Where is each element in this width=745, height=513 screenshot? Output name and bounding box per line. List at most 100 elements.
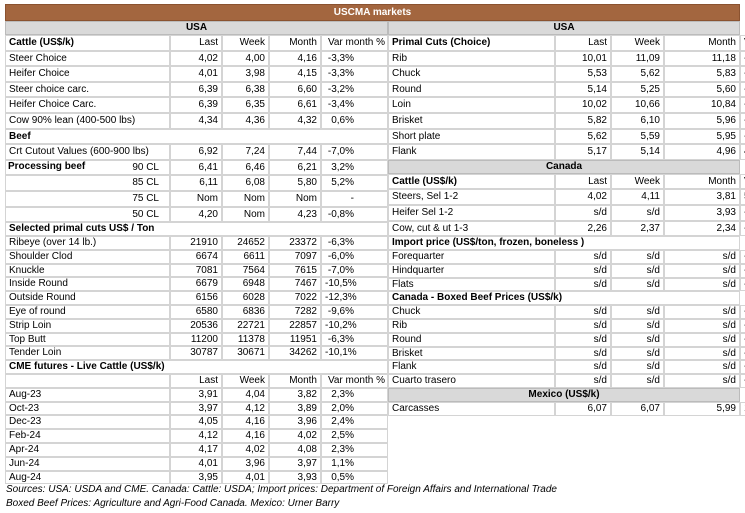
value-cell: 6156 [170, 291, 222, 305]
column-header: Last [170, 374, 222, 388]
value-cell: -3,5% [740, 220, 745, 237]
value-cell: 4,15 [269, 66, 321, 82]
value-cell: 5,60 [664, 81, 740, 98]
value-cell: 7097 [269, 249, 321, 264]
column-header: Var month % [740, 35, 745, 51]
row-label: Oct-23 [5, 401, 170, 416]
value-cell: 6,39 [170, 97, 222, 113]
column-header: Month [269, 35, 321, 51]
value-cell: s/d [664, 319, 740, 333]
column-header: Var month % [740, 173, 745, 190]
value-cell: s/d [611, 360, 664, 375]
section-heading: Mexico (US$/k) [388, 388, 740, 402]
value-cell: s/d [664, 263, 740, 278]
section-heading: Canada [388, 159, 740, 174]
value-cell: 7467 [269, 277, 321, 292]
value-cell: 7,44 [269, 144, 321, 160]
value-cell: s/d [664, 305, 740, 319]
value-cell: 5,62 [611, 66, 664, 82]
row-label: Ribeye (over 14 lb.) [5, 236, 170, 250]
value-cell: 7,24 [222, 144, 269, 160]
value-cell: -10,5% [740, 50, 745, 67]
value-cell: 6,61 [269, 97, 321, 113]
value-cell: 4,96 [664, 144, 740, 160]
value-cell: -9,6% [321, 305, 388, 319]
value-cell: 6674 [170, 249, 222, 264]
value-cell: 6948 [222, 277, 269, 292]
value-cell: 6,07 [611, 401, 664, 416]
value-cell: -8,2% [740, 81, 745, 98]
row-label: Brisket [388, 346, 555, 361]
value-cell: 5,96 [664, 113, 740, 129]
value-cell: - [321, 191, 388, 207]
value-cell: 4,17 [170, 443, 222, 457]
row-label: Heifer Sel 1-2 [388, 205, 555, 221]
value-cell: -3,2% [321, 81, 388, 98]
row-label: Feb-24 [5, 429, 170, 443]
value-cell: 4,08 [269, 443, 321, 457]
value-cell: 7282 [269, 305, 321, 319]
value-cell: 6,60 [269, 81, 321, 98]
value-cell: 6,41 [170, 159, 222, 176]
value-cell: s/d [611, 277, 664, 292]
row-label: Dec-23 [5, 415, 170, 430]
value-cell: - [740, 277, 745, 292]
row-label: Crt Cutout Values (600-900 lbs) [5, 144, 170, 160]
value-cell: -7,5% [740, 97, 745, 113]
row-label: Rib [388, 319, 555, 333]
column-header: Last [555, 35, 611, 51]
value-cell: -3,3% [321, 50, 388, 67]
row-label: Aug-24 [5, 470, 170, 485]
row-label: 75 CL [5, 191, 170, 207]
value-cell: s/d [555, 305, 611, 319]
value-cell: 5,59 [611, 128, 664, 145]
row-label: Short plate [388, 128, 555, 145]
value-cell: 3,82 [269, 387, 321, 402]
row-label: Strip Loin [5, 318, 170, 333]
value-cell: 5,95 [664, 128, 740, 145]
value-cell: 3,93 [269, 470, 321, 485]
value-cell: 24652 [222, 236, 269, 250]
value-cell: 22857 [269, 318, 321, 333]
value-cell: 4,01 [170, 66, 222, 82]
value-cell: 6,08 [222, 175, 269, 191]
value-cell: 30787 [170, 346, 222, 361]
value-cell: 3,89 [269, 401, 321, 416]
value-cell: -2,3% [740, 113, 745, 129]
value-cell: 30671 [222, 346, 269, 361]
value-cell: -7,0% [321, 263, 388, 278]
value-cell: s/d [555, 205, 611, 221]
value-cell: -6,3% [321, 236, 388, 250]
value-cell: 4,12 [170, 429, 222, 443]
row-label: Shoulder Clod [5, 249, 170, 264]
value-cell: 4,16 [269, 50, 321, 67]
value-cell: s/d [664, 277, 740, 292]
value-cell: 4,02 [222, 443, 269, 457]
value-cell: 7022 [269, 291, 321, 305]
value-cell: 2,26 [555, 220, 611, 237]
row-label: Cuarto trasero [388, 374, 555, 388]
value-cell: 3,81 [664, 189, 740, 205]
row-label: Heifer Choice Carc. [5, 97, 170, 113]
section-heading: USA [5, 21, 388, 35]
value-cell: 5,14 [611, 144, 664, 160]
value-cell: 6611 [222, 249, 269, 264]
column-header: Var month % [321, 374, 388, 388]
value-cell: 4,02 [170, 50, 222, 67]
row-label: Apr-24 [5, 443, 170, 457]
row-label: Rib [388, 50, 555, 67]
value-cell: 4,11 [611, 189, 664, 205]
row-label: Eye of round [5, 305, 170, 319]
value-cell: s/d [664, 374, 740, 388]
value-cell: 5,14 [555, 81, 611, 98]
value-cell: -3,3% [321, 66, 388, 82]
value-cell: 10,01 [555, 50, 611, 67]
column-header: Last [555, 173, 611, 190]
value-cell: s/d [664, 346, 740, 361]
value-cell: 3,91 [170, 387, 222, 402]
column-header: Week [611, 35, 664, 51]
value-cell: - [740, 263, 745, 278]
value-cell: 3,96 [269, 415, 321, 430]
row-label: Flank [388, 144, 555, 160]
value-cell: 5,25 [611, 81, 664, 98]
